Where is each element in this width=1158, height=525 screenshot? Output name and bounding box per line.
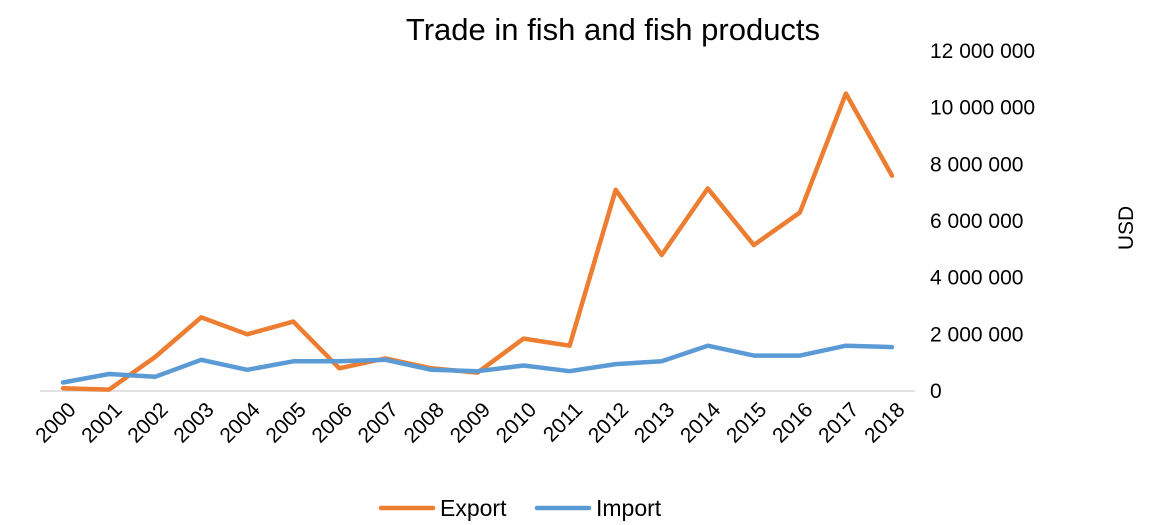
x-tick-label: 2017 [814,398,863,447]
series-line-import [60,343,895,385]
x-tick-label: 2013 [630,398,679,447]
x-tick-label: 2011 [539,398,587,446]
x-tick-label: 2001 [77,398,126,447]
x-axis-ticks: 2000200120022003200420052006200720082009… [31,398,909,448]
x-tick-label: 2000 [31,398,80,447]
series-line-export [60,91,895,392]
x-tick-label: 2018 [860,398,909,447]
x-tick-label: 2015 [722,398,771,447]
chart-title: Trade in fish and fish products [406,12,820,47]
y-axis-label: USD [1115,206,1138,250]
x-tick-label: 2005 [262,398,311,447]
legend: Export Import [378,495,662,521]
x-tick-label: 2009 [446,398,495,447]
y-tick-label: 0 [930,380,942,403]
y-tick-label: 10 000 000 [930,97,1035,120]
y-tick-label: 2 000 000 [930,323,1023,346]
y-axis-ticks: 0 2 000 000 4 000 000 6 000 000 8 000 000 10 … [930,40,1035,403]
series-layer [60,91,895,392]
x-tick-label: 2016 [768,398,817,447]
x-tick-label: 2012 [584,398,633,447]
x-tick-label: 2002 [123,398,172,447]
legend-label-export: Export [440,495,507,521]
x-tick-label: 2010 [492,398,541,447]
x-tick-label: 2006 [308,398,357,447]
y-tick-label: 6 000 000 [930,210,1023,233]
y-tick-label: 8 000 000 [930,153,1023,176]
y-tick-label: 12 000 000 [930,40,1035,63]
x-tick-label: 2008 [400,398,449,447]
x-tick-label: 2004 [215,398,265,448]
y-tick-label: 4 000 000 [930,267,1023,290]
x-tick-label: 2003 [169,398,218,447]
legend-label-import: Import [596,495,662,521]
x-tick-label: 2007 [354,398,403,447]
x-tick-label: 2014 [676,398,726,448]
